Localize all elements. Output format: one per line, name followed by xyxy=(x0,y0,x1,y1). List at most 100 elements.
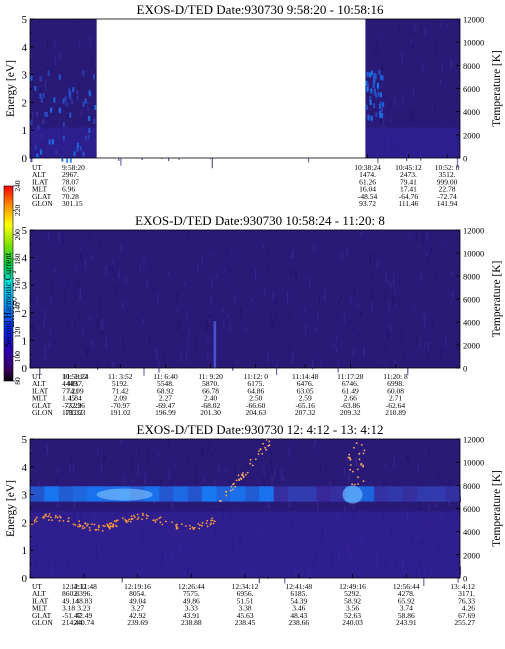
texture-streak xyxy=(90,300,92,305)
y-right-tick-label: 0 xyxy=(463,364,467,374)
emission-cell xyxy=(65,101,68,107)
ephemeris-value: -65.16 xyxy=(296,401,316,410)
texture-streak xyxy=(344,506,346,512)
colorbar-tick-label: 200 xyxy=(13,229,22,241)
texture-streak xyxy=(317,313,319,320)
trace-point xyxy=(360,444,363,446)
ephemeris-value: 42.92 xyxy=(129,611,146,620)
trace-point xyxy=(362,480,365,482)
texture-streak xyxy=(58,232,60,244)
texture-streak xyxy=(445,242,447,246)
texture-streak xyxy=(402,94,404,106)
texture-streak xyxy=(385,272,387,282)
texture-streak xyxy=(346,248,348,256)
texture-streak xyxy=(32,92,34,96)
texture-streak xyxy=(360,308,363,316)
texture-streak xyxy=(55,479,57,485)
emission-cell xyxy=(39,93,42,99)
ephemeris-value: 76.33 xyxy=(458,596,475,605)
texture-streak xyxy=(47,232,49,239)
ephemeris-value: 42.49 xyxy=(75,611,92,620)
emission-cell xyxy=(370,70,373,76)
texture-streak xyxy=(71,282,73,285)
trace-point xyxy=(210,522,212,524)
texture-streak xyxy=(63,278,65,282)
emission-cell xyxy=(39,76,42,82)
y-tick-label: 0 xyxy=(22,573,28,585)
y-right-tick-label: 12000 xyxy=(463,15,484,25)
texture-streak xyxy=(262,245,264,249)
y-right-tick-label: 8000 xyxy=(463,481,480,491)
texture-streak xyxy=(74,321,76,333)
band-cell xyxy=(402,486,418,502)
trace-point xyxy=(58,515,61,518)
y-right-tick-label: 12000 xyxy=(463,435,484,445)
texture-streak xyxy=(162,467,164,472)
texture-streak xyxy=(176,309,178,312)
ephemeris-value: 54.39 xyxy=(290,596,307,605)
y-tick-label: 1 xyxy=(22,335,28,347)
texture-streak xyxy=(291,268,293,274)
emission-cell xyxy=(84,135,87,141)
texture-streak xyxy=(137,465,139,475)
texture-streak xyxy=(79,547,81,556)
ephemeris-value: 58.86 xyxy=(398,611,415,620)
band-cell xyxy=(44,486,60,502)
texture-streak xyxy=(74,282,76,292)
texture-streak xyxy=(156,348,158,359)
texture-streak xyxy=(83,342,85,353)
trace-point xyxy=(145,517,148,520)
ephemeris-row-label: ILAT xyxy=(32,386,49,395)
ephemeris-value: 11:12: 0 xyxy=(243,372,268,381)
ephemeris-value: 61.26 xyxy=(359,177,376,186)
texture-streak xyxy=(381,62,383,71)
ephemeris-value: 1.45 xyxy=(62,394,75,403)
ephemeris-row-label: GLAT xyxy=(32,192,52,201)
trace-point xyxy=(349,468,352,471)
emission-cell xyxy=(374,91,377,96)
texture-streak xyxy=(389,360,392,367)
ephemeris-value: 10:52: 0 xyxy=(435,163,460,172)
trace-point xyxy=(199,524,201,527)
texture-streak xyxy=(267,263,269,271)
texture-streak xyxy=(146,280,148,288)
texture-streak xyxy=(431,99,433,104)
texture-streak xyxy=(122,336,124,349)
band-cell xyxy=(259,486,275,502)
ephemeris-value: 238.88 xyxy=(181,618,202,627)
texture-streak xyxy=(41,557,43,562)
band-cell xyxy=(58,486,74,502)
y-tick-label: 2 xyxy=(22,97,28,109)
texture-streak xyxy=(325,466,327,472)
texture-streak xyxy=(161,554,163,564)
trace-point xyxy=(98,526,100,528)
texture-streak xyxy=(295,273,297,282)
texture-streak xyxy=(187,500,189,504)
trace-point xyxy=(355,442,358,444)
texture-streak xyxy=(313,443,315,449)
texture-streak xyxy=(398,518,400,522)
texture-streak xyxy=(263,288,265,295)
texture-streak xyxy=(50,296,52,305)
texture-streak xyxy=(74,21,76,24)
texture-streak xyxy=(394,359,396,366)
band-cell xyxy=(230,486,246,502)
trace-point xyxy=(206,519,209,522)
texture-streak xyxy=(425,527,427,538)
texture-streak xyxy=(362,463,364,475)
trace-point xyxy=(358,452,361,455)
trace-point xyxy=(48,519,50,521)
texture-streak xyxy=(394,98,396,107)
trace-point xyxy=(347,456,350,459)
ephemeris-value: 11:17:28 xyxy=(337,372,364,381)
texture-streak xyxy=(119,516,121,520)
texture-streak xyxy=(70,526,73,531)
band-cell xyxy=(359,486,375,502)
texture-streak xyxy=(214,508,216,514)
trace-point xyxy=(232,488,234,491)
trace-point xyxy=(197,523,200,525)
texture-streak xyxy=(267,471,269,480)
texture-streak xyxy=(257,526,259,534)
texture-streak xyxy=(43,320,45,327)
texture-streak xyxy=(197,513,199,518)
